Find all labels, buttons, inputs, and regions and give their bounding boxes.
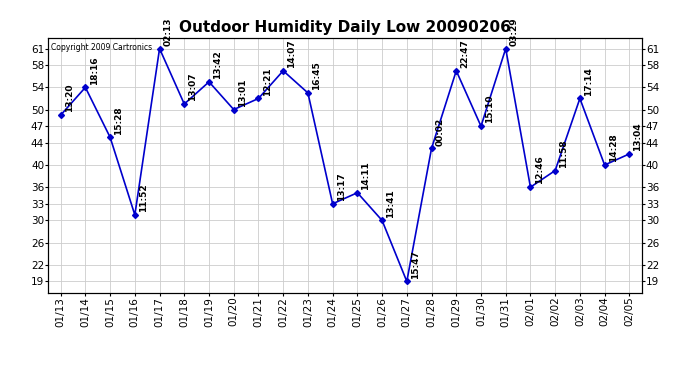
Text: 13:20: 13:20 xyxy=(65,84,74,112)
Text: 02:13: 02:13 xyxy=(164,17,172,46)
Text: 14:28: 14:28 xyxy=(609,134,618,162)
Text: 00:02: 00:02 xyxy=(435,117,444,146)
Text: 12:46: 12:46 xyxy=(535,156,544,184)
Text: Copyright 2009 Cartronics: Copyright 2009 Cartronics xyxy=(51,43,152,52)
Text: 18:16: 18:16 xyxy=(90,56,99,85)
Text: 22:47: 22:47 xyxy=(460,39,469,68)
Text: 13:42: 13:42 xyxy=(213,50,222,79)
Text: 13:07: 13:07 xyxy=(188,73,197,101)
Text: 03:29: 03:29 xyxy=(510,17,519,46)
Text: 15:28: 15:28 xyxy=(115,106,124,135)
Text: 14:07: 14:07 xyxy=(287,39,296,68)
Text: 13:41: 13:41 xyxy=(386,189,395,217)
Text: 13:04: 13:04 xyxy=(633,123,642,151)
Text: 12:21: 12:21 xyxy=(263,67,272,96)
Text: 13:17: 13:17 xyxy=(337,172,346,201)
Text: 13:01: 13:01 xyxy=(238,78,247,107)
Title: Outdoor Humidity Daily Low 20090206: Outdoor Humidity Daily Low 20090206 xyxy=(179,20,511,35)
Text: 14:11: 14:11 xyxy=(362,161,371,190)
Text: 15:10: 15:10 xyxy=(485,95,494,123)
Text: 17:14: 17:14 xyxy=(584,67,593,96)
Text: 16:45: 16:45 xyxy=(312,62,321,90)
Text: 15:47: 15:47 xyxy=(411,250,420,279)
Text: 11:58: 11:58 xyxy=(560,139,569,168)
Text: 11:52: 11:52 xyxy=(139,183,148,212)
